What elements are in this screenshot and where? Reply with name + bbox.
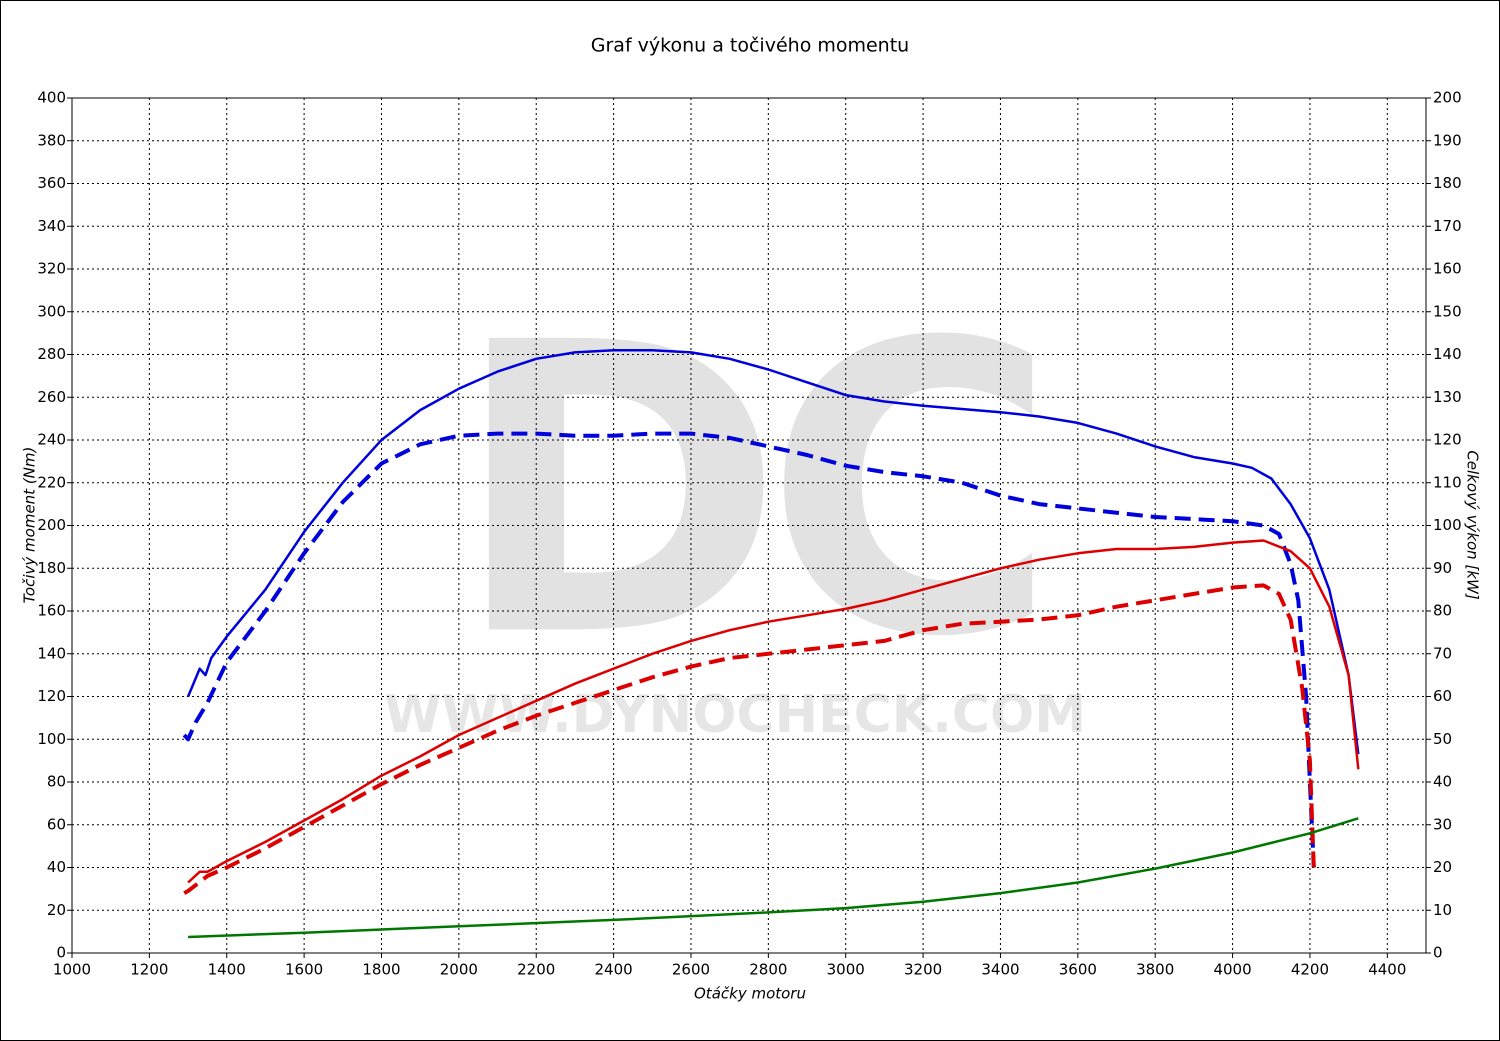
x-tick-label: 3400 xyxy=(981,961,1019,979)
y-tick-label: 120 xyxy=(37,687,66,705)
y-tick-label: 240 xyxy=(37,431,66,449)
y2-tick-label: 30 xyxy=(1433,815,1452,833)
y-tick-label: 220 xyxy=(37,473,66,491)
y2-tick-label: 110 xyxy=(1433,473,1462,491)
y-tick-label: 320 xyxy=(37,260,66,278)
x-tick-label: 1800 xyxy=(362,961,400,979)
y-tick-label: 280 xyxy=(37,345,66,363)
y2-tick-label: 70 xyxy=(1433,644,1452,662)
y-tick-label: 60 xyxy=(47,815,66,833)
y2-tick-label: 50 xyxy=(1433,730,1452,748)
y-tick-label: 180 xyxy=(37,559,66,577)
y-tick-label: 380 xyxy=(37,131,66,149)
y2-tick-label: 120 xyxy=(1433,431,1462,449)
y-tick-label: 0 xyxy=(56,944,66,962)
y-tick-label: 200 xyxy=(37,516,66,534)
y2-tick-label: 90 xyxy=(1433,559,1452,577)
y2-tick-label: 80 xyxy=(1433,602,1452,620)
series-line xyxy=(186,348,1360,755)
series-line xyxy=(187,539,1360,884)
x-tick-label: 1600 xyxy=(285,961,323,979)
series-line xyxy=(182,431,1316,868)
y2-tick-label: 150 xyxy=(1433,302,1462,320)
x-tick-label: 2400 xyxy=(595,961,633,979)
y-tick-label: 400 xyxy=(37,89,66,107)
watermark-logo: DC xyxy=(452,259,1038,724)
x-tick-label: 2000 xyxy=(440,961,478,979)
x-tick-label: 1200 xyxy=(130,961,168,979)
x-tick-label: 1000 xyxy=(53,961,91,979)
y2-tick-label: 140 xyxy=(1433,345,1462,363)
x-axis-label: Otáčky motoru xyxy=(694,985,806,1003)
x-tick-label: 3200 xyxy=(904,961,942,979)
x-tick-label: 2600 xyxy=(672,961,710,979)
y-tick-label: 40 xyxy=(47,858,66,876)
x-tick-label: 3800 xyxy=(1136,961,1174,979)
series-line xyxy=(188,817,1359,939)
y2-tick-label: 130 xyxy=(1433,388,1462,406)
x-tick-label: 2800 xyxy=(749,961,787,979)
y2-tick-label: 180 xyxy=(1433,174,1462,192)
x-tick-label: 2200 xyxy=(517,961,555,979)
y-tick-label: 260 xyxy=(37,388,66,406)
y2-tick-label: 0 xyxy=(1433,944,1443,962)
x-tick-label: 4000 xyxy=(1213,961,1251,979)
y-axis-label: Točivý moment (Nm) xyxy=(21,447,39,604)
y2-tick-label: 100 xyxy=(1433,516,1462,534)
y2-tick-label: 190 xyxy=(1433,131,1462,149)
chart-title: Graf výkonu a točivého momentu xyxy=(591,35,909,57)
x-tick-label: 3600 xyxy=(1059,961,1097,979)
y-tick-label: 360 xyxy=(37,174,66,192)
y-tick-label: 80 xyxy=(47,773,66,791)
x-tick-label: 3000 xyxy=(827,961,865,979)
series-line xyxy=(183,583,1316,895)
y2-tick-label: 10 xyxy=(1433,901,1452,919)
x-tick-label: 1400 xyxy=(208,961,246,979)
y-tick-label: 140 xyxy=(37,644,66,662)
x-tick-label: 4400 xyxy=(1368,961,1406,979)
y-tick-label: 20 xyxy=(47,901,66,919)
y-tick-label: 100 xyxy=(37,730,66,748)
y2-tick-label: 60 xyxy=(1433,687,1452,705)
y-tick-label: 160 xyxy=(37,602,66,620)
y2-tick-label: 40 xyxy=(1433,773,1452,791)
y-tick-label: 300 xyxy=(37,302,66,320)
y2-tick-label: 200 xyxy=(1433,89,1462,107)
y2-axis-label: Celkový výkon [kW] xyxy=(1464,450,1482,600)
y-tick-label: 340 xyxy=(37,217,66,235)
y2-tick-label: 20 xyxy=(1433,858,1452,876)
y2-tick-label: 170 xyxy=(1433,217,1462,235)
y2-tick-label: 160 xyxy=(1433,260,1462,278)
x-tick-label: 4200 xyxy=(1291,961,1329,979)
